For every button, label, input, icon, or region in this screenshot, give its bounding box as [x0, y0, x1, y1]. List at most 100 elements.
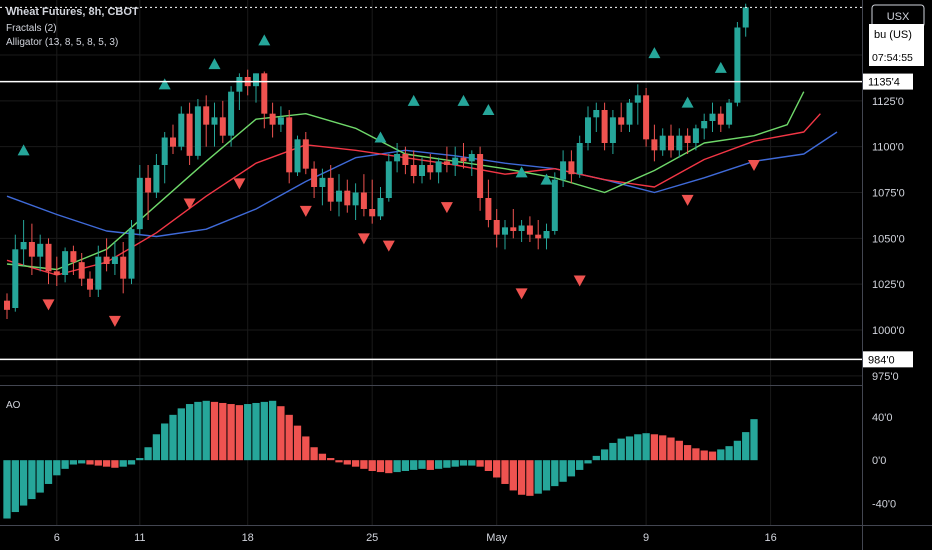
ao-bar — [576, 460, 584, 470]
candle-body — [277, 117, 284, 125]
ao-bar — [376, 460, 385, 473]
price-tick-label: 975'0 — [872, 371, 899, 383]
candle-body — [526, 225, 533, 235]
price-tick-label: 1125'0 — [872, 96, 904, 108]
candle-body — [659, 135, 666, 151]
ao-bar — [401, 460, 410, 471]
ao-bar — [551, 460, 559, 487]
fractal-down-marker — [748, 160, 760, 171]
fractal-down-marker — [42, 299, 55, 311]
ao-bar — [53, 460, 61, 476]
fractal-down-marker — [573, 275, 586, 287]
candle-body — [684, 135, 691, 143]
ao-bar — [310, 447, 318, 461]
fractal-up-marker — [482, 104, 495, 115]
ao-bar — [742, 432, 750, 461]
candle-body — [468, 154, 475, 162]
ao-bar — [86, 460, 94, 465]
candle-body — [609, 117, 616, 143]
candle-body — [360, 192, 367, 209]
candle-body — [120, 256, 127, 279]
candle-body — [626, 102, 633, 125]
candle-body — [634, 95, 641, 103]
ao-bar — [102, 460, 111, 467]
candle-body — [161, 137, 168, 165]
price-tick-label: 1050'0 — [872, 233, 905, 245]
fractal-up-marker — [714, 61, 727, 73]
ao-bar — [567, 460, 576, 477]
candle-body — [269, 113, 276, 125]
fractal-up-marker — [515, 166, 528, 178]
ao-bar — [517, 460, 526, 495]
candle-body — [452, 157, 459, 165]
time-tick-label: May — [486, 532, 507, 544]
currency-button[interactable]: USX — [871, 4, 925, 28]
candle-body — [219, 117, 226, 136]
price-tick-label: 1100'0 — [872, 142, 904, 154]
ao-bar — [194, 401, 202, 461]
candle-body — [443, 161, 450, 165]
ao-bar — [692, 448, 700, 461]
candle-body — [211, 117, 218, 125]
level-label: 1135'4 — [868, 77, 900, 89]
fractal-up-marker — [457, 94, 470, 106]
ao-tick-label: 0'0 — [872, 455, 886, 467]
candle-body — [128, 229, 135, 279]
candle-body — [427, 165, 434, 173]
candle-body — [136, 177, 143, 230]
candle-body — [734, 27, 741, 103]
ao-bar — [235, 405, 244, 461]
ao-bar — [750, 419, 758, 461]
candle-body — [45, 243, 52, 272]
ao-bar — [650, 434, 659, 461]
fractal-up-marker — [648, 47, 661, 59]
candlestick-series — [4, 3, 749, 319]
candle-body — [551, 179, 558, 231]
candle-body — [28, 242, 35, 257]
candle-body — [402, 154, 409, 165]
ao-bar — [177, 408, 185, 461]
candle-body — [576, 143, 583, 175]
ao-bar — [78, 460, 86, 464]
candle-body — [394, 154, 401, 162]
ao-bar — [169, 414, 177, 461]
candle-body — [53, 271, 60, 275]
price-badge-countdown: 07:54:55 — [872, 52, 913, 64]
ao-bar — [418, 460, 426, 469]
ao-bar — [202, 400, 210, 461]
candle-body — [178, 113, 185, 147]
candle-body — [294, 139, 301, 173]
ao-bar — [534, 460, 542, 494]
ao-tick-label: 40'0 — [872, 412, 892, 424]
candle-body — [701, 121, 708, 129]
ao-bar — [617, 438, 625, 461]
fractal-up-marker — [540, 173, 553, 185]
fractal-up-marker — [158, 78, 171, 90]
ao-bar — [410, 460, 418, 470]
candle-body — [643, 95, 650, 140]
candle-body — [302, 139, 309, 169]
ao-bar — [725, 446, 733, 461]
ao-histogram — [3, 400, 758, 519]
ao-bar — [600, 449, 609, 461]
fractal-down-marker — [108, 315, 121, 327]
candle-body — [601, 110, 608, 143]
candle-body — [377, 198, 384, 217]
alligator-label: Alligator (13, 8, 5, 8, 5, 3) — [6, 37, 118, 48]
ao-bar — [260, 401, 268, 461]
candle-body — [203, 106, 210, 125]
candle-body — [336, 190, 342, 202]
ao-bar — [219, 402, 227, 461]
candle-body — [311, 168, 318, 187]
ao-bar — [227, 404, 235, 461]
ao-bar — [426, 460, 434, 470]
time-tick-label: 25 — [366, 532, 378, 544]
candle-body — [726, 102, 733, 125]
ao-bar — [584, 460, 592, 464]
candle-body — [593, 110, 600, 118]
fractal-up-marker — [17, 144, 30, 156]
candle-body — [560, 161, 567, 180]
ao-bar — [717, 449, 725, 461]
